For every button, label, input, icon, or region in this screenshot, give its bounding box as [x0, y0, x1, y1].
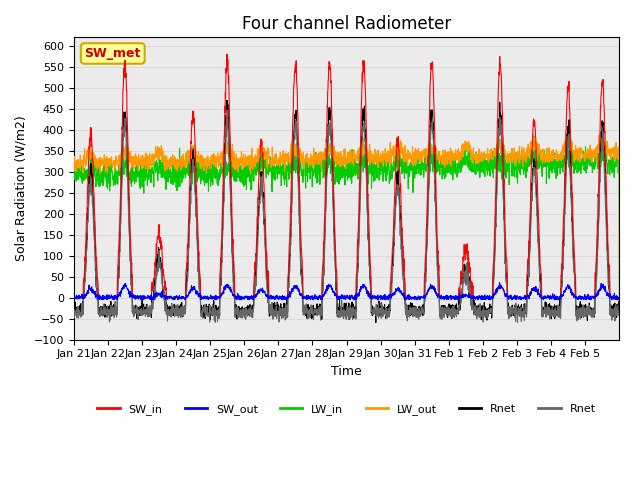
- X-axis label: Time: Time: [331, 365, 362, 378]
- Y-axis label: Solar Radiation (W/m2): Solar Radiation (W/m2): [15, 116, 28, 261]
- Title: Four channel Radiometer: Four channel Radiometer: [242, 15, 451, 33]
- Text: SW_met: SW_met: [84, 47, 141, 60]
- Legend: SW_in, SW_out, LW_in, LW_out, Rnet, Rnet: SW_in, SW_out, LW_in, LW_out, Rnet, Rnet: [93, 399, 600, 419]
